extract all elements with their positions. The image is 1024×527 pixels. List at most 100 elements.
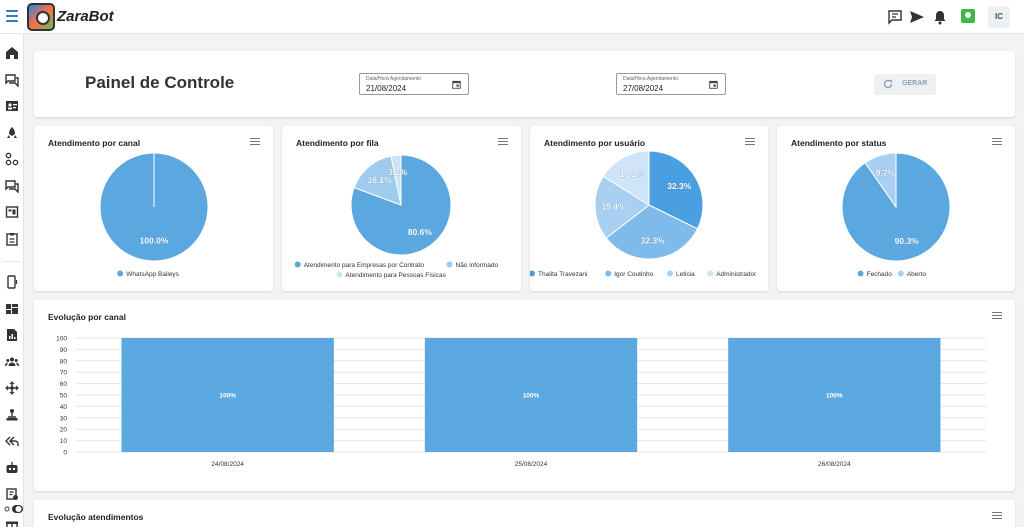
evolution-atendimentos-title: Evolução atendimentos	[48, 512, 144, 522]
pie-slice[interactable]	[648, 150, 704, 230]
calendar-icon[interactable]	[709, 80, 718, 89]
chart-menu-icon[interactable]	[745, 138, 755, 146]
user-avatar[interactable]: IC	[988, 6, 1010, 28]
pie-title: Atendimento por usuário	[544, 138, 646, 148]
rocket-icon[interactable]	[5, 126, 19, 140]
chart-menu-icon[interactable]	[992, 138, 1002, 146]
brand-name: ZaraBot	[57, 8, 114, 25]
calendar-icon[interactable]	[452, 80, 461, 89]
dark-mode-toggle[interactable]	[3, 504, 23, 514]
legend-label[interactable]: Thalita Travezani	[538, 271, 588, 278]
legend-label[interactable]: WhatsApp Baileys	[126, 271, 179, 278]
legend-label[interactable]: Não informado	[456, 262, 499, 269]
pie-chart: 80.6% 16.1%3.2% Atendimento para Empresas …	[294, 154, 499, 279]
bar-data-label: 100%	[826, 393, 843, 400]
legend-marker[interactable]	[897, 270, 904, 277]
home-icon[interactable]	[5, 46, 19, 60]
legend-label[interactable]: Fechado	[867, 271, 893, 278]
pie-slice[interactable]	[353, 155, 402, 206]
pie-card-canal: Atendimento por canal 100.0% WhatsApp Bai…	[34, 126, 273, 291]
x-tick-label: 25/08/2024	[515, 461, 548, 468]
legend-marker[interactable]	[446, 261, 453, 268]
chat-icon[interactable]	[887, 9, 903, 25]
integration-icon[interactable]	[5, 408, 19, 422]
y-tick-label: 30	[60, 415, 68, 422]
chat-icon[interactable]	[5, 73, 19, 87]
chart-menu-icon[interactable]	[250, 138, 260, 146]
evolution-atendimentos-card: Evolução atendimentos	[34, 500, 1015, 527]
pie-data-label: 100.0%	[140, 235, 169, 245]
legend-label[interactable]: Igor Coutinho	[614, 271, 653, 278]
pie-card-status: Atendimento por status 90.3% 9.7% Fechado A…	[777, 126, 1015, 291]
legend-marker[interactable]	[336, 271, 343, 278]
pie-slice[interactable]	[864, 152, 897, 209]
pie-slice[interactable]	[605, 204, 699, 260]
menu-icon[interactable]	[6, 10, 18, 22]
bar[interactable]	[121, 338, 334, 452]
legend-label[interactable]: Aberto	[907, 271, 927, 278]
legend-label[interactable]: Atendimento para Empresas por Contrato	[304, 262, 425, 269]
campaign-icon[interactable]	[5, 487, 19, 501]
bot-icon[interactable]	[5, 461, 19, 475]
y-tick-label: 40	[60, 404, 68, 411]
end-date-field[interactable]: Data/Hora Agendamento 27/08/2024	[616, 73, 726, 95]
gift-icon[interactable]	[5, 518, 19, 527]
flow-icon[interactable]	[5, 152, 19, 166]
pie-slice[interactable]	[390, 154, 402, 206]
sidebar	[0, 34, 24, 527]
pie-data-label: 90.3%	[895, 236, 920, 246]
pie-data-label: 19.4%	[601, 202, 626, 212]
end-date-label: Data/Hora Agendamento	[623, 76, 679, 82]
pie-data-label: 32.3%	[667, 181, 692, 191]
legend-label[interactable]: Administrador	[716, 271, 757, 278]
reply-all-icon[interactable]	[5, 434, 19, 448]
start-date-field[interactable]: Data/Hora Agendamento 21/08/2024	[359, 73, 469, 95]
pie-data-label: 80.6%	[408, 227, 433, 237]
whatsapp-status-icon[interactable]	[961, 9, 975, 23]
team-icon[interactable]	[5, 355, 19, 369]
legend-marker[interactable]	[857, 270, 864, 277]
y-tick-label: 20	[60, 427, 68, 434]
pie-data-label: 16.1%	[367, 175, 392, 185]
bar[interactable]	[424, 338, 638, 452]
clipboard-icon[interactable]	[5, 232, 19, 246]
report-icon[interactable]	[5, 328, 19, 342]
pie-chart: 100.0% WhatsApp Baileys	[99, 152, 209, 278]
contacts-icon[interactable]	[5, 99, 19, 113]
dashboard-icon[interactable]	[5, 302, 19, 316]
zarabot-logo	[27, 3, 55, 31]
y-tick-label: 10	[60, 438, 68, 445]
end-date-value: 27/08/2024	[623, 84, 664, 93]
pie-slice[interactable]	[350, 154, 452, 256]
legend-label[interactable]: Leticia	[676, 271, 695, 278]
pie-chart: 90.3% 9.7% Fechado Aberto	[841, 152, 951, 278]
start-date-value: 21/08/2024	[366, 84, 407, 93]
chart-menu-icon[interactable]	[992, 512, 1002, 520]
legend-marker[interactable]	[294, 261, 301, 268]
bar[interactable]	[728, 338, 941, 452]
legend-label[interactable]: Atendimento para Pessoas Físicas	[345, 272, 446, 279]
pie-slice[interactable]	[602, 150, 650, 206]
network-icon[interactable]	[5, 381, 19, 395]
legend-marker[interactable]	[605, 270, 612, 277]
legend-marker[interactable]	[667, 270, 673, 277]
generate-button[interactable]: GERAR	[874, 74, 936, 95]
legend-marker[interactable]	[530, 270, 535, 277]
pie-card-fila: Atendimento por fila 80.6% 16.1% 3.2% Atend…	[282, 126, 521, 291]
pie-chart: 32.3% 32.3% 19.4% 16.1% Thalita Travezani Igo…	[530, 150, 757, 278]
kanban-icon[interactable]	[5, 205, 19, 219]
pie-data-label: 9.7%	[876, 168, 896, 178]
pie-slice[interactable]	[594, 175, 650, 239]
legend-marker[interactable]	[707, 270, 714, 277]
send-icon[interactable]	[909, 9, 925, 25]
chart-menu-icon[interactable]	[992, 312, 1002, 320]
x-tick-label: 24/08/2024	[211, 461, 244, 468]
phone-icon[interactable]	[5, 275, 19, 289]
bell-icon[interactable]	[932, 9, 948, 25]
y-tick-label: 0	[63, 450, 67, 457]
legend-marker[interactable]	[117, 270, 124, 277]
chart-menu-icon[interactable]	[498, 138, 508, 146]
chat-queue-icon[interactable]	[5, 179, 19, 193]
y-tick-label: 50	[60, 393, 68, 400]
y-tick-label: 90	[60, 347, 68, 354]
